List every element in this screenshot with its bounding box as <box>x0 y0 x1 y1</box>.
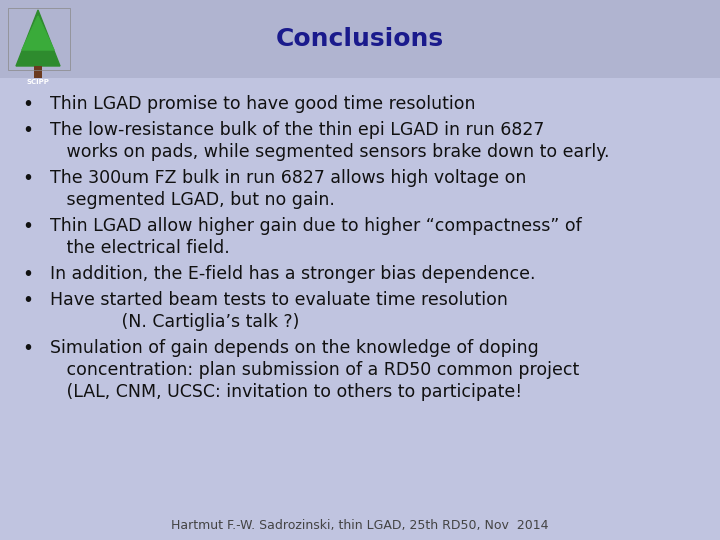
Text: The 300um FZ bulk in run 6827 allows high voltage on: The 300um FZ bulk in run 6827 allows hig… <box>50 169 526 187</box>
Text: Simulation of gain depends on the knowledge of doping: Simulation of gain depends on the knowle… <box>50 339 539 357</box>
Text: (N. Cartiglia’s talk ?): (N. Cartiglia’s talk ?) <box>50 313 300 331</box>
Text: concentration: plan submission of a RD50 common project: concentration: plan submission of a RD50… <box>50 361 580 379</box>
Text: In addition, the E-field has a stronger bias dependence.: In addition, the E-field has a stronger … <box>50 265 536 283</box>
Text: •: • <box>22 169 34 188</box>
Text: •: • <box>22 265 34 284</box>
Text: Have started beam tests to evaluate time resolution: Have started beam tests to evaluate time… <box>50 291 508 309</box>
Text: the electrical field.: the electrical field. <box>50 239 230 257</box>
Text: Thin LGAD allow higher gain due to higher “compactness” of: Thin LGAD allow higher gain due to highe… <box>50 217 582 235</box>
Bar <box>34 66 42 78</box>
Text: •: • <box>22 95 34 114</box>
Text: Hartmut F.-W. Sadrozinski, thin LGAD, 25th RD50, Nov  2014: Hartmut F.-W. Sadrozinski, thin LGAD, 25… <box>171 518 549 531</box>
Text: Conclusions: Conclusions <box>276 27 444 51</box>
Text: works on pads, while segmented sensors brake down to early.: works on pads, while segmented sensors b… <box>50 143 610 161</box>
Bar <box>0 0 720 78</box>
Text: SCIPP: SCIPP <box>27 79 50 85</box>
Text: (LAL, CNM, UCSC: invitation to others to participate!: (LAL, CNM, UCSC: invitation to others to… <box>50 383 522 401</box>
Text: •: • <box>22 217 34 236</box>
Text: •: • <box>22 339 34 358</box>
Text: •: • <box>22 121 34 140</box>
Polygon shape <box>22 16 54 50</box>
Text: The low-resistance bulk of the thin epi LGAD in run 6827: The low-resistance bulk of the thin epi … <box>50 121 544 139</box>
Text: Thin LGAD promise to have good time resolution: Thin LGAD promise to have good time reso… <box>50 95 475 113</box>
Polygon shape <box>16 10 60 66</box>
Bar <box>8 8 70 70</box>
Text: •: • <box>22 291 34 310</box>
Text: segmented LGAD, but no gain.: segmented LGAD, but no gain. <box>50 191 335 209</box>
